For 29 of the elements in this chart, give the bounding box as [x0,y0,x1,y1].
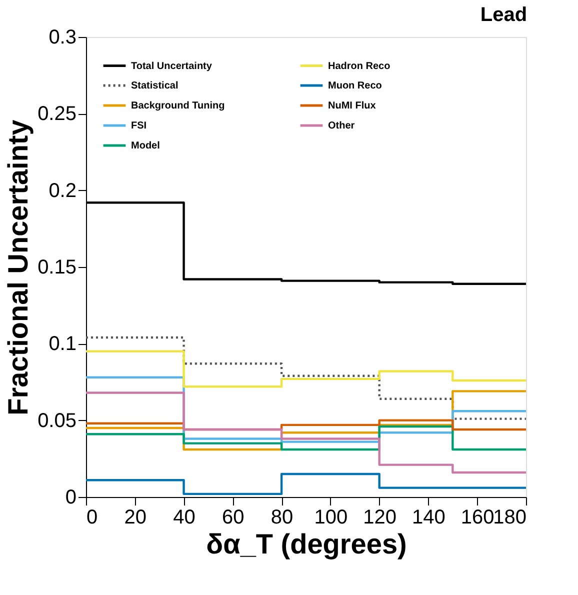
y-tick-label: 0.3 [48,26,76,48]
x-tick-label: 60 [222,506,244,528]
legend-label: Statistical [131,80,178,92]
y-tick-label: 0.25 [38,103,76,126]
chart-title: Lead [480,4,528,26]
y-tick-label: 0.15 [38,256,76,278]
x-tick-label: 80 [270,506,294,528]
x-tick-label: 140 [412,506,446,528]
legend-label: FSI [131,120,147,132]
x-tick-label: 120 [363,506,397,528]
legend-label: NuMI Flux [328,100,376,112]
legend-label: Background Tuning [131,100,225,112]
y-tick-label: 0.2 [48,180,76,202]
y-tick-label: 0 [65,486,76,508]
legend-label: Total Uncertainty [131,60,212,72]
legend-label: Hadron Reco [328,60,390,72]
x-axis-title: δα_T (degrees) [206,528,407,560]
x-tick-label: 160 [460,506,494,528]
y-tick-label: 0.1 [48,333,76,356]
x-tick-label: 20 [124,506,147,528]
x-tick-label: 40 [173,506,196,528]
legend-label: Other [328,120,355,132]
x-tick-label: 180 [493,506,526,528]
legend-label: Model [131,140,160,152]
y-tick-label: 0.05 [38,410,76,432]
x-tick-label: 100 [314,506,348,528]
y-axis-title: Fractional Uncertainty [2,119,34,416]
x-tick-label: 0 [86,506,98,528]
legend-label: Muon Reco [328,80,382,92]
